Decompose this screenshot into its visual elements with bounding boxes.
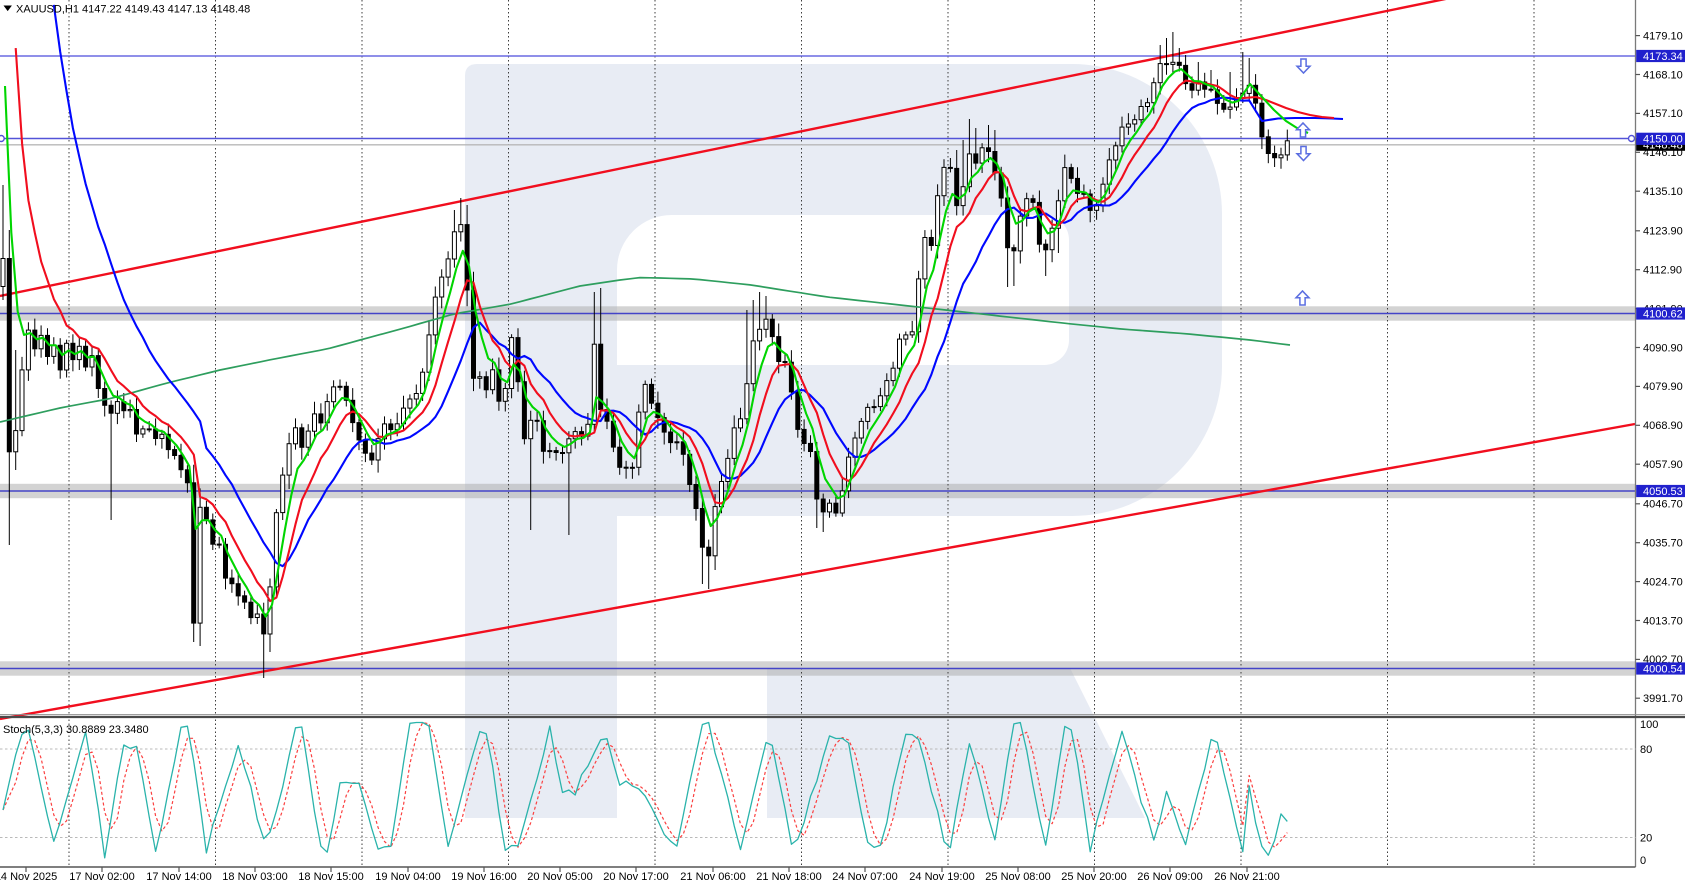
svg-text:25 Nov 20:00: 25 Nov 20:00 [1061, 871, 1126, 883]
svg-text:4050.53: 4050.53 [1643, 486, 1683, 498]
svg-text:24 Nov 07:00: 24 Nov 07:00 [832, 871, 897, 883]
svg-text:XAUUSD,H1 4147.22 4149.43 414: XAUUSD,H1 4147.22 4149.43 4147.13 4148.4… [16, 3, 250, 15]
svg-text:Stoch(5,3,3) 30.8889 23.3480: Stoch(5,3,3) 30.8889 23.3480 [3, 724, 149, 736]
svg-text:18 Nov 15:00: 18 Nov 15:00 [298, 871, 363, 883]
svg-text:24 Nov 19:00: 24 Nov 19:00 [909, 871, 974, 883]
svg-text:21 Nov 06:00: 21 Nov 06:00 [680, 871, 745, 883]
svg-text:14 Nov 2025: 14 Nov 2025 [0, 871, 57, 883]
svg-text:4090.90: 4090.90 [1643, 342, 1683, 354]
svg-text:3991.70: 3991.70 [1643, 693, 1683, 705]
svg-text:0: 0 [1640, 855, 1646, 867]
svg-text:4100.62: 4100.62 [1643, 308, 1683, 320]
svg-text:26 Nov 21:00: 26 Nov 21:00 [1214, 871, 1279, 883]
svg-text:4157.10: 4157.10 [1643, 108, 1683, 120]
svg-text:26 Nov 09:00: 26 Nov 09:00 [1137, 871, 1202, 883]
svg-text:4168.10: 4168.10 [1643, 69, 1683, 81]
svg-text:20: 20 [1640, 832, 1652, 844]
svg-text:19 Nov 04:00: 19 Nov 04:00 [375, 871, 440, 883]
svg-text:4024.70: 4024.70 [1643, 576, 1683, 588]
svg-text:4150.00: 4150.00 [1643, 134, 1683, 146]
svg-text:20 Nov 05:00: 20 Nov 05:00 [527, 871, 592, 883]
svg-text:4112.90: 4112.90 [1643, 265, 1682, 277]
svg-text:4046.70: 4046.70 [1643, 499, 1683, 511]
svg-text:25 Nov 08:00: 25 Nov 08:00 [985, 871, 1050, 883]
svg-text:4000.54: 4000.54 [1643, 663, 1683, 675]
svg-text:17 Nov 14:00: 17 Nov 14:00 [146, 871, 211, 883]
svg-text:17 Nov 02:00: 17 Nov 02:00 [69, 871, 134, 883]
svg-text:4013.70: 4013.70 [1643, 615, 1683, 627]
svg-text:18 Nov 03:00: 18 Nov 03:00 [222, 871, 287, 883]
svg-text:4173.34: 4173.34 [1643, 51, 1683, 63]
svg-text:80: 80 [1640, 744, 1652, 756]
svg-text:20 Nov 17:00: 20 Nov 17:00 [603, 871, 668, 883]
svg-text:19 Nov 16:00: 19 Nov 16:00 [451, 871, 516, 883]
svg-text:21 Nov 18:00: 21 Nov 18:00 [756, 871, 821, 883]
svg-text:4179.10: 4179.10 [1643, 30, 1683, 42]
svg-text:4057.90: 4057.90 [1643, 459, 1683, 471]
svg-text:4123.90: 4123.90 [1643, 226, 1683, 238]
svg-text:4068.90: 4068.90 [1643, 420, 1683, 432]
svg-text:4135.10: 4135.10 [1643, 186, 1683, 198]
svg-text:4079.90: 4079.90 [1643, 381, 1683, 393]
svg-text:100: 100 [1640, 719, 1658, 731]
svg-text:4035.70: 4035.70 [1643, 538, 1683, 550]
